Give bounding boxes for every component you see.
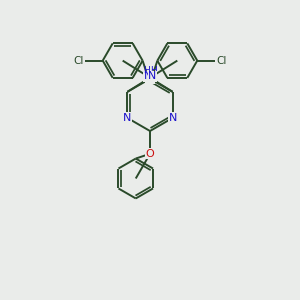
Text: N: N (123, 113, 132, 123)
Text: N: N (168, 113, 177, 123)
Text: O: O (146, 149, 154, 159)
Text: N: N (143, 71, 152, 81)
Text: N: N (148, 71, 157, 81)
Text: H: H (143, 66, 150, 75)
Text: Cl: Cl (216, 56, 226, 66)
Text: H: H (150, 66, 157, 75)
Text: Cl: Cl (74, 56, 84, 66)
Text: N: N (146, 74, 154, 84)
